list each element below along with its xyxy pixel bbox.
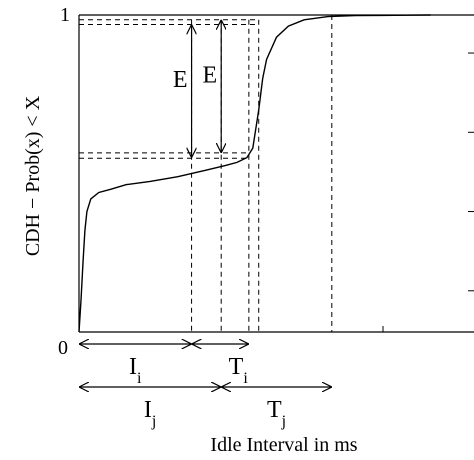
annotations-layer: E E Ii Ti Ij Tj [79,19,332,430]
y-tick-label-0: 0 [58,337,68,359]
series-layer [78,14,431,333]
axes-frame [78,14,474,333]
interval-label-2: Ij [144,397,156,430]
y-axis-label: CDH − Prob(x) < X [22,95,44,256]
e-label-1: E [203,62,218,88]
y-tick-label-1: 1 [60,4,70,26]
e-label-0: E [173,67,188,93]
interval-label-1: Ti [229,354,249,387]
x-axis-label: Idle Interval in ms [210,434,357,456]
series-line-0 [78,14,431,333]
guide-lines [79,15,333,332]
interval-label-3: Tj [267,397,286,430]
interval-label-0: Ii [129,354,142,387]
